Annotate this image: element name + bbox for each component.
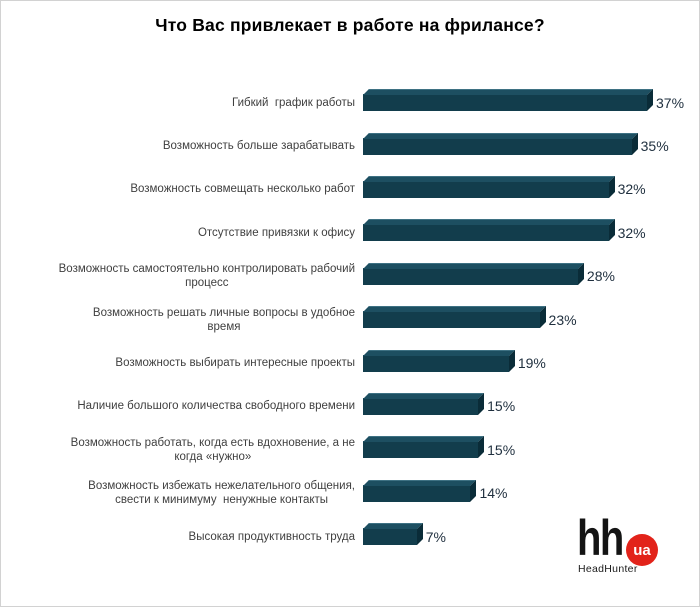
bar bbox=[363, 397, 479, 415]
category-label: Возможность решать личные вопросы в удоб… bbox=[92, 306, 355, 333]
value-label: 14% bbox=[479, 485, 508, 502]
chart-row: Отсутствие привязки к офису 32% bbox=[11, 211, 691, 254]
chart-row: Наличие большого количества свободного в… bbox=[11, 385, 691, 428]
bar-cell: 7% bbox=[363, 528, 691, 546]
bar-cell: 32% bbox=[363, 180, 691, 198]
bar bbox=[363, 311, 540, 329]
bar-cell: 37% bbox=[363, 94, 691, 112]
logo-caption: HeadHunter bbox=[578, 563, 638, 575]
bar bbox=[363, 180, 609, 198]
chart-row: Возможность решать личные вопросы в удоб… bbox=[11, 298, 691, 341]
bar-cell: 15% bbox=[363, 397, 691, 415]
category-label: Возможность работать, когда есть вдохнов… bbox=[70, 436, 355, 463]
bar bbox=[363, 94, 647, 112]
value-label: 28% bbox=[586, 268, 615, 285]
value-label: 7% bbox=[425, 528, 446, 545]
category-label: Гибкий график работы bbox=[231, 96, 355, 109]
bar bbox=[363, 224, 609, 242]
bar-cell: 28% bbox=[363, 267, 691, 285]
bar-cell: 35% bbox=[363, 137, 691, 155]
category-label-cell: Возможность самостоятельно контролироват… bbox=[11, 262, 355, 290]
bar-cell: 32% bbox=[363, 224, 691, 242]
chart-row: Высокая продуктивность труда 7% bbox=[11, 515, 691, 558]
category-label: Возможность самостоятельно контролироват… bbox=[58, 263, 355, 290]
category-label-cell: Гибкий график работы bbox=[11, 96, 355, 110]
category-label: Возможность совмещать несколько работ bbox=[130, 183, 355, 196]
logo-ua-badge: ua bbox=[626, 534, 658, 566]
category-label-cell: Отсутствие привязки к офису bbox=[11, 226, 355, 240]
category-label-cell: Возможность совмещать несколько работ bbox=[11, 182, 355, 196]
chart-row: Возможность самостоятельно контролироват… bbox=[11, 255, 691, 298]
category-label-cell: Возможность больше зарабатывать bbox=[11, 139, 355, 153]
bar bbox=[363, 484, 471, 502]
bar bbox=[363, 354, 509, 372]
chart-row: Возможность совмещать несколько работ 32% bbox=[11, 168, 691, 211]
category-label-cell: Возможность избежать нежелательного обще… bbox=[11, 479, 355, 507]
bar-cell: 15% bbox=[363, 441, 691, 459]
category-label: Наличие большого количества свободного в… bbox=[77, 400, 355, 413]
chart-row: Возможность работать, когда есть вдохнов… bbox=[11, 428, 691, 471]
category-label-cell: Возможность работать, когда есть вдохнов… bbox=[11, 436, 355, 464]
bar-cell: 14% bbox=[363, 484, 691, 502]
headhunter-logo: hh ua HeadHunter bbox=[577, 513, 672, 579]
category-label: Возможность больше зарабатывать bbox=[162, 140, 355, 153]
chart-title: Что Вас привлекает в работе на фрилансе? bbox=[155, 15, 545, 35]
value-label: 19% bbox=[517, 355, 546, 372]
value-label: 37% bbox=[656, 94, 685, 111]
category-label-cell: Возможность выбирать интересные проекты bbox=[11, 356, 355, 370]
category-label: Отсутствие привязки к офису bbox=[197, 226, 355, 239]
chart-row: Возможность больше зарабатывать 35% bbox=[11, 124, 691, 167]
chart-row: Возможность выбирать интересные проекты 1… bbox=[11, 341, 691, 384]
category-label: Высокая продуктивность труда bbox=[188, 530, 355, 543]
value-label: 32% bbox=[617, 181, 646, 198]
bar-cell: 19% bbox=[363, 354, 691, 372]
value-label: 15% bbox=[487, 441, 516, 458]
bar-cell: 23% bbox=[363, 311, 691, 329]
category-label-cell: Возможность решать личные вопросы в удоб… bbox=[11, 306, 355, 334]
chart: Гибкий график работы 37% Возможность больш… bbox=[11, 81, 691, 558]
bar bbox=[363, 441, 479, 459]
bar bbox=[363, 267, 578, 285]
bar bbox=[363, 137, 632, 155]
category-label: Возможность выбирать интересные проекты bbox=[115, 357, 355, 370]
bar bbox=[363, 528, 417, 546]
logo-hh-text: hh bbox=[577, 510, 624, 566]
value-label: 32% bbox=[617, 224, 646, 241]
value-label: 23% bbox=[548, 311, 577, 328]
value-label: 35% bbox=[640, 138, 669, 155]
chart-row: Гибкий график работы 37% bbox=[11, 81, 691, 124]
chart-row: Возможность избежать нежелательного обще… bbox=[11, 472, 691, 515]
category-label: Возможность избежать нежелательного обще… bbox=[88, 480, 355, 507]
value-label: 15% bbox=[487, 398, 516, 415]
category-label-cell: Высокая продуктивность труда bbox=[11, 530, 355, 544]
category-label-cell: Наличие большого количества свободного в… bbox=[11, 399, 355, 413]
